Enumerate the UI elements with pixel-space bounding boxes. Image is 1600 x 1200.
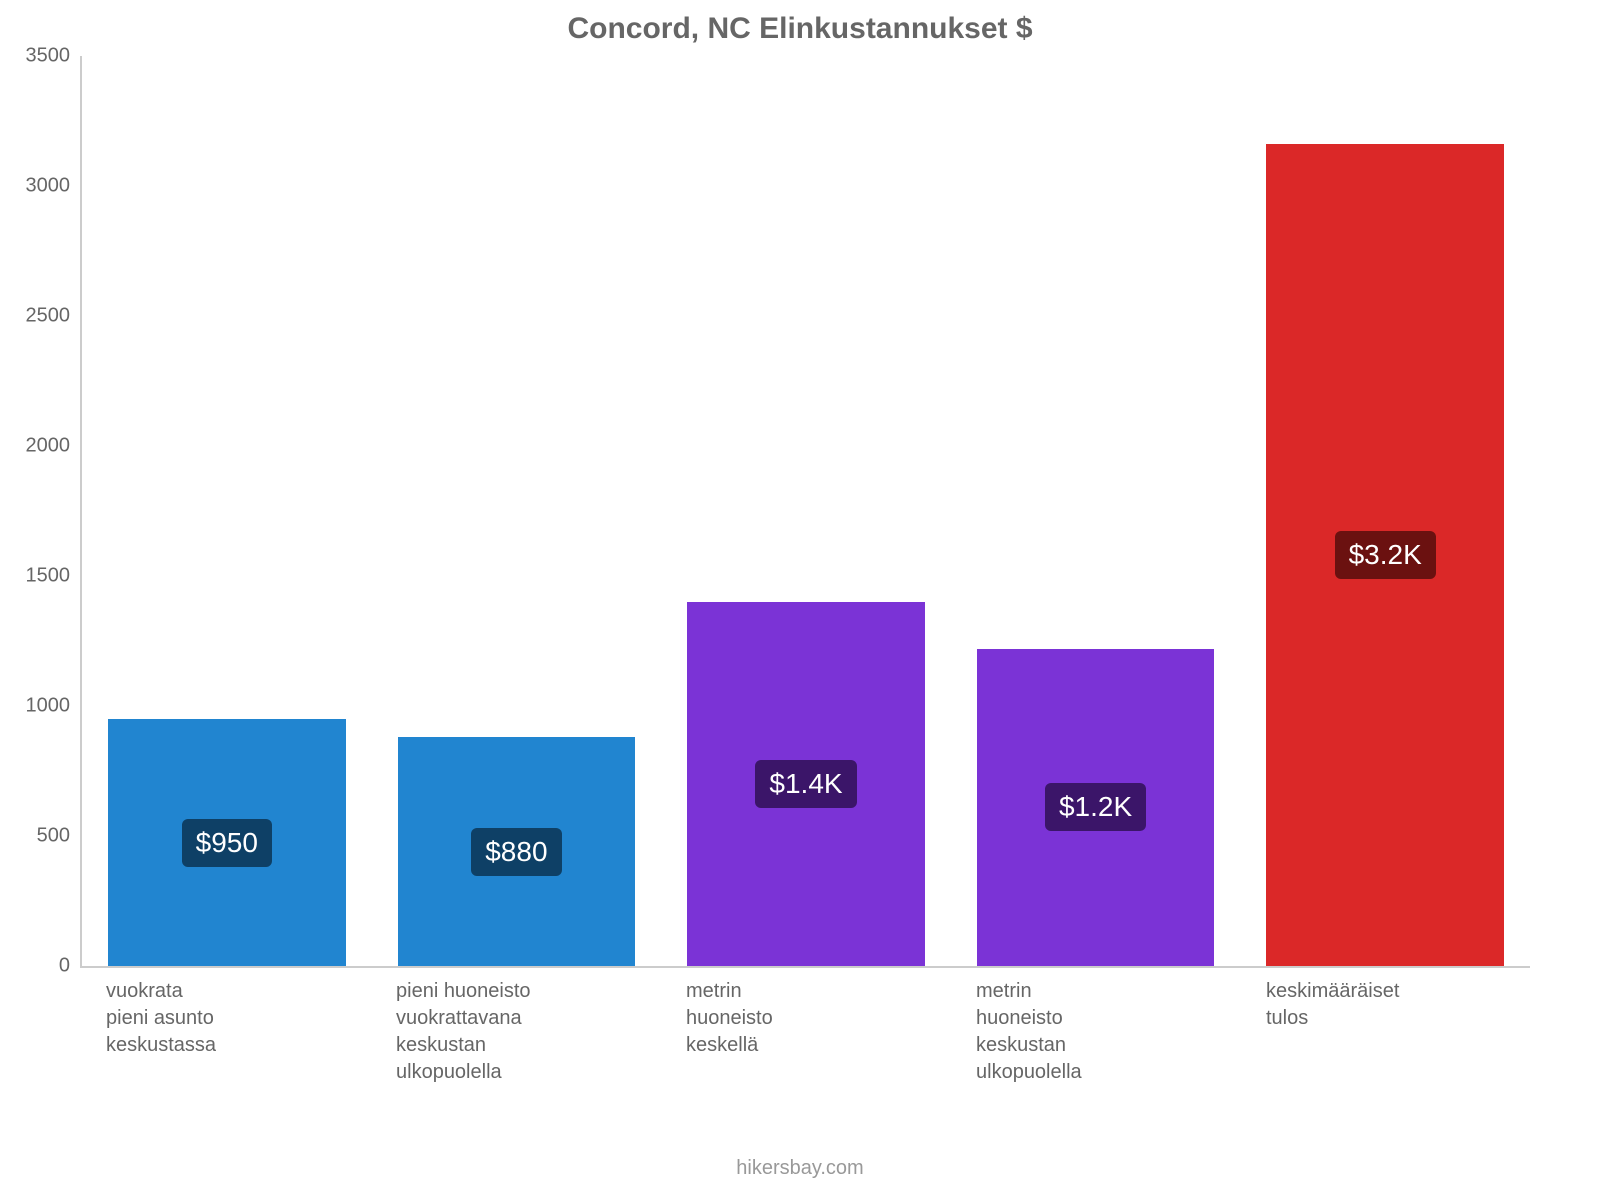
bar-slot: $950 bbox=[82, 56, 372, 966]
y-tick-label: 3000 bbox=[26, 175, 83, 198]
bar-value-badge: $950 bbox=[182, 819, 272, 867]
bar-value-badge: $1.4K bbox=[755, 760, 856, 808]
bar-slot: $3.2K bbox=[1240, 56, 1530, 966]
plot-area: $950$880$1.4K$1.2K$3.2K 0500100015002000… bbox=[80, 56, 1530, 968]
bar: $1.2K bbox=[977, 649, 1214, 966]
y-tick-label: 0 bbox=[59, 955, 82, 978]
bar-slot: $1.2K bbox=[951, 56, 1241, 966]
x-tick-label: metrin huoneisto keskustan ulkopuolella bbox=[950, 978, 1240, 1086]
x-axis-labels: vuokrata pieni asunto keskustassapieni h… bbox=[80, 978, 1530, 1086]
bar-value-badge: $880 bbox=[471, 828, 561, 876]
bar-value-badge: $1.2K bbox=[1045, 783, 1146, 831]
y-tick-label: 2000 bbox=[26, 435, 83, 458]
y-tick-label: 500 bbox=[37, 825, 82, 848]
chart-container: Concord, NC Elinkustannukset $ $950$880$… bbox=[0, 0, 1600, 1200]
y-tick-label: 2500 bbox=[26, 305, 83, 328]
chart-title: Concord, NC Elinkustannukset $ bbox=[0, 12, 1600, 46]
y-tick-label: 1500 bbox=[26, 565, 83, 588]
bar: $3.2K bbox=[1266, 144, 1503, 966]
x-tick-label: metrin huoneisto keskellä bbox=[660, 978, 950, 1086]
bar-value-badge: $3.2K bbox=[1335, 531, 1436, 579]
bar-slot: $880 bbox=[372, 56, 662, 966]
bar: $950 bbox=[108, 719, 345, 966]
attribution-text: hikersbay.com bbox=[0, 1157, 1600, 1180]
y-tick-label: 1000 bbox=[26, 695, 83, 718]
bar: $880 bbox=[398, 737, 635, 966]
x-tick-label: keskimääräiset tulos bbox=[1240, 978, 1530, 1086]
bar: $1.4K bbox=[687, 602, 924, 966]
x-tick-label: pieni huoneisto vuokrattavana keskustan … bbox=[370, 978, 660, 1086]
bars-group: $950 $880 $1.4K $1.2K $3.2K bbox=[82, 56, 1530, 966]
bar-slot: $1.4K bbox=[661, 56, 951, 966]
x-tick-label: vuokrata pieni asunto keskustassa bbox=[80, 978, 370, 1086]
y-tick-label: 3500 bbox=[26, 45, 83, 68]
